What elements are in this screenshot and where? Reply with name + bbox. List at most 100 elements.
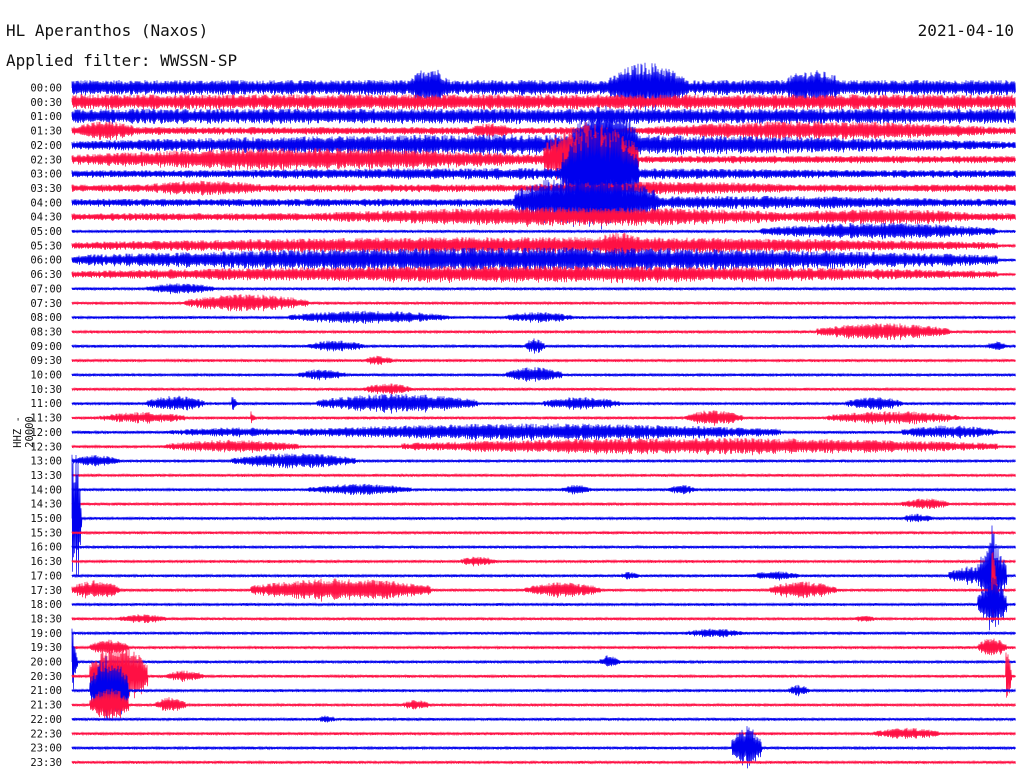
row-time-label: 16:30 <box>30 556 62 568</box>
trace-row-45 <box>71 727 1016 739</box>
row-time-label: 00:30 <box>30 97 62 109</box>
row-time-label: 04:00 <box>30 197 62 209</box>
row-time-label: 10:00 <box>30 370 62 382</box>
row-time-label: 08:30 <box>30 326 62 338</box>
trace-row-44 <box>71 715 1016 723</box>
trace-row-12 <box>71 247 1016 273</box>
trace-row-10 <box>71 222 1016 240</box>
trace-row-4 <box>71 105 1016 181</box>
trace-row-34 <box>71 525 1016 623</box>
trace-row-27 <box>71 472 1016 478</box>
trace-row-22 <box>71 393 1016 414</box>
trace-row-16 <box>71 310 1016 325</box>
row-time-label: 02:30 <box>30 154 62 166</box>
row-time-label: 06:30 <box>30 269 62 281</box>
trace-row-41 <box>71 643 1016 708</box>
trace-row-0 <box>71 62 1016 111</box>
trace-row-37 <box>71 614 1016 624</box>
row-time-label: 11:00 <box>30 398 62 410</box>
trace-row-29 <box>71 498 1016 510</box>
row-time-label: 11:30 <box>30 413 62 425</box>
row-time-label: 03:30 <box>30 183 62 195</box>
row-time-label: 15:00 <box>30 513 62 525</box>
trace-row-1 <box>71 94 1016 111</box>
row-time-label: 23:00 <box>30 743 62 755</box>
trace-row-9 <box>71 207 1016 227</box>
trace-row-3 <box>71 121 1016 141</box>
row-time-label: 22:00 <box>30 714 62 726</box>
trace-row-5 <box>71 122 1016 193</box>
row-time-label: 20:00 <box>30 657 62 669</box>
row-time-label: 18:00 <box>30 599 62 611</box>
row-time-label: 23:30 <box>30 757 62 769</box>
trace-row-23 <box>71 410 1016 426</box>
row-time-label: 17:30 <box>30 585 62 597</box>
trace-row-2 <box>71 108 1016 125</box>
row-time-label: 01:00 <box>30 111 62 123</box>
row-time-label: 05:00 <box>30 226 62 238</box>
trace-row-18 <box>71 338 1016 354</box>
row-time-label: 15:30 <box>30 527 62 539</box>
trace-row-21 <box>71 383 1016 395</box>
trace-row-40 <box>71 628 1016 690</box>
trace-row-11 <box>71 232 1016 259</box>
row-time-label: 19:30 <box>30 642 62 654</box>
row-time-label: 14:30 <box>30 499 62 511</box>
row-label-group: 00:00 00:30 01:00 01:30 02:00 02:30 03:00 03:30… <box>30 83 62 769</box>
row-time-label: 12:00 <box>30 427 62 439</box>
trace-row-43 <box>71 688 1016 721</box>
trace-row-35 <box>71 551 1016 621</box>
trace-row-32 <box>71 544 1016 550</box>
row-time-label: 06:00 <box>30 255 62 267</box>
trace-row-26 <box>71 453 1016 469</box>
row-time-label: 21:30 <box>30 700 62 712</box>
trace-row-19 <box>71 355 1016 365</box>
date-label: 2021-04-10 <box>917 21 1014 40</box>
row-time-label: 20:30 <box>30 671 62 683</box>
trace-row-36 <box>71 577 1016 631</box>
trace-group <box>71 62 1016 769</box>
trace-row-13 <box>71 265 1016 284</box>
row-time-label: 13:00 <box>30 456 62 468</box>
trace-row-17 <box>71 323 1016 341</box>
row-time-label: 22:30 <box>30 728 62 740</box>
row-time-label: 19:00 <box>30 628 62 640</box>
trace-row-30 <box>71 454 1016 576</box>
row-time-label: 14:00 <box>30 484 62 496</box>
trace-row-38 <box>71 628 1016 638</box>
trace-row-33 <box>71 556 1016 567</box>
trace-row-42 <box>71 656 1016 718</box>
trace-row-31 <box>71 530 1016 536</box>
row-time-label: 21:00 <box>30 685 62 697</box>
row-time-label: 09:00 <box>30 341 62 353</box>
row-time-label: 01:30 <box>30 126 62 138</box>
row-time-label: 16:00 <box>30 542 62 554</box>
filter-label: Applied filter: WWSSN-SP <box>6 51 238 70</box>
row-time-label: 13:30 <box>30 470 62 482</box>
trace-row-47 <box>71 759 1016 765</box>
trace-row-46 <box>71 726 1016 769</box>
row-time-label: 09:30 <box>30 355 62 367</box>
row-time-label: 02:00 <box>30 140 62 152</box>
station-title: HL Aperanthos (Naxos) <box>6 21 209 40</box>
trace-row-20 <box>71 367 1016 382</box>
row-time-label: 18:30 <box>30 613 62 625</box>
trace-row-15 <box>71 294 1016 312</box>
row-time-label: 00:00 <box>30 83 62 95</box>
trace-row-28 <box>71 483 1016 496</box>
row-time-label: 05:30 <box>30 240 62 252</box>
row-time-label: 07:00 <box>30 283 62 295</box>
row-time-label: 08:00 <box>30 312 62 324</box>
row-time-label: 03:00 <box>30 169 62 181</box>
row-time-label: 07:30 <box>30 298 62 310</box>
row-time-label: 10:30 <box>30 384 62 396</box>
row-time-label: 17:00 <box>30 570 62 582</box>
trace-row-25 <box>71 437 1016 456</box>
trace-row-6 <box>71 125 1016 218</box>
row-time-label: 04:30 <box>30 212 62 224</box>
trace-row-14 <box>71 283 1016 295</box>
row-time-label: 12:30 <box>30 441 62 453</box>
trace-row-24 <box>71 423 1016 442</box>
trace-row-39 <box>71 638 1016 656</box>
